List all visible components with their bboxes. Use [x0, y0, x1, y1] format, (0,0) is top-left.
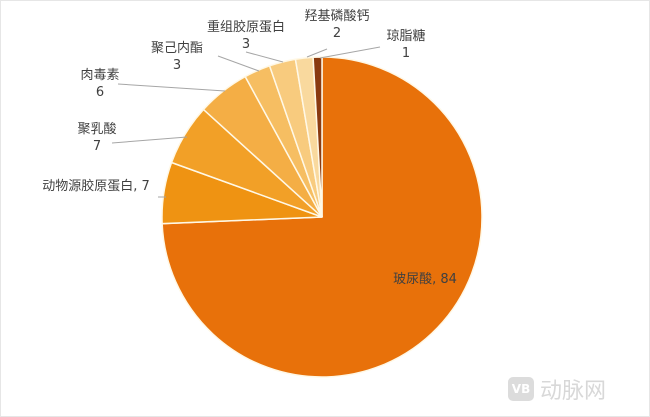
watermark: VB 动脉网	[508, 373, 606, 405]
data-label-7: 琼脂糖 1	[386, 28, 425, 61]
data-label-6: 羟基磷酸钙 2	[304, 9, 369, 41]
leader-line-7	[319, 46, 381, 59]
leader-line-6	[306, 48, 328, 58]
data-label-1: 动物源胶原蛋白, 7	[42, 178, 150, 194]
data-label-0: 玻尿酸, 84	[393, 272, 457, 287]
data-label-4: 聚己内酯 3	[151, 40, 203, 73]
watermark-logo-icon: VB	[508, 377, 534, 401]
leader-line-3	[117, 83, 226, 92]
pie-slice-7	[312, 56, 323, 218]
data-label-2: 聚乳酸 7	[77, 122, 116, 154]
data-label-3: 肉毒素 6	[80, 68, 119, 100]
leader-line-5	[245, 51, 284, 63]
leader-line-2	[111, 136, 188, 144]
leader-line-4	[217, 55, 260, 72]
watermark-text: 动脉网	[540, 379, 607, 404]
data-label-5: 重组胶原蛋白 3	[207, 19, 285, 52]
